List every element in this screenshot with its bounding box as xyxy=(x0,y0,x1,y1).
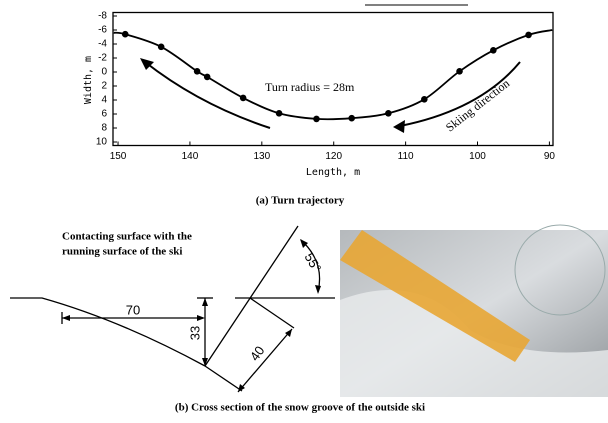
data-point xyxy=(456,68,463,75)
x-tick-label: 130 xyxy=(253,151,270,162)
data-point xyxy=(204,74,211,81)
annotation: Skiing direction xyxy=(443,76,512,134)
x-tick-label: 150 xyxy=(110,151,127,162)
dimension: 33 xyxy=(187,326,202,340)
label: Contacting surface with the xyxy=(62,231,192,243)
x-tick-label: 120 xyxy=(325,151,342,162)
x-tick-label: 140 xyxy=(182,151,199,162)
dimension: 55° xyxy=(302,250,325,275)
y-tick-label: -6 xyxy=(98,25,107,36)
data-point xyxy=(313,116,320,123)
y-tick-label: -4 xyxy=(98,39,107,50)
arrowheads xyxy=(62,239,321,392)
x-tick-label: 90 xyxy=(544,151,556,162)
arrow xyxy=(145,62,270,128)
dimension: 70 xyxy=(126,302,140,317)
y-tick-label: 8 xyxy=(101,123,107,134)
y-axis-label: Width, m xyxy=(83,56,94,104)
arrowhead xyxy=(393,120,405,133)
x-axis-label: Length, m xyxy=(306,167,360,178)
data-point xyxy=(240,95,247,102)
label: running surface of the ski xyxy=(62,246,182,258)
x-tick-label: 110 xyxy=(398,151,414,162)
data-point xyxy=(385,110,392,117)
figure: -8 -6 -4 -2 0 2 4 6 8 10150 140 130 120 110 100 90 Lengt… xyxy=(0,0,608,423)
data-point xyxy=(525,32,532,39)
annotation: Turn radius = 28m xyxy=(265,80,355,94)
photo xyxy=(340,225,608,397)
caption: (a) Turn trajectory xyxy=(256,195,345,207)
y-tick-label: 2 xyxy=(101,81,107,92)
data-point xyxy=(158,44,165,51)
data-point xyxy=(490,47,497,54)
y-tick-label: -2 xyxy=(98,53,107,64)
data-point xyxy=(122,31,129,38)
data-point xyxy=(348,115,355,122)
y-tick-label: 0 xyxy=(101,67,107,78)
y-tick-label: 4 xyxy=(101,95,107,106)
data-point xyxy=(421,96,428,103)
y-tick-label: 6 xyxy=(101,109,107,120)
data-point xyxy=(276,110,283,117)
y-tick-label: 10 xyxy=(96,137,108,148)
data-point xyxy=(194,68,201,75)
y-tick-label: -8 xyxy=(98,11,107,22)
caption: (b) Cross section of the snow groove of … xyxy=(175,402,425,414)
x-tick-label: 100 xyxy=(469,151,486,162)
